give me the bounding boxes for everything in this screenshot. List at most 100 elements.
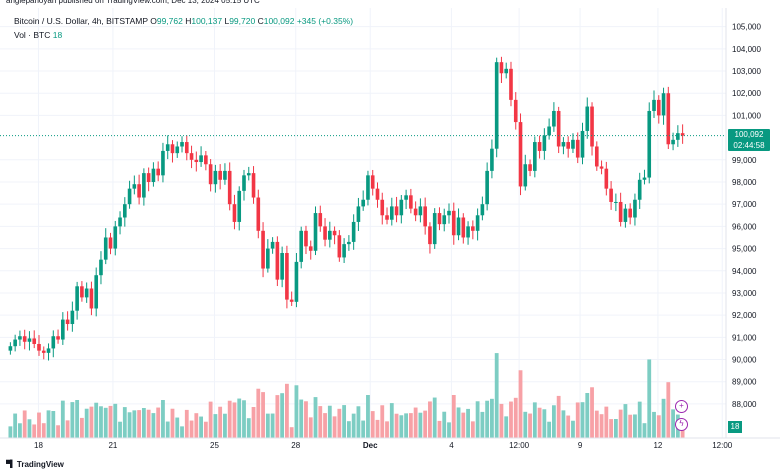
volume-bar bbox=[304, 401, 308, 438]
candle-body bbox=[647, 110, 652, 178]
candle-body bbox=[70, 310, 75, 325]
candle-body bbox=[580, 130, 585, 158]
candle-body bbox=[94, 275, 99, 309]
volume-bar bbox=[299, 399, 304, 438]
volume-bar bbox=[671, 409, 675, 438]
price-tick-label: 99,000 bbox=[732, 156, 757, 165]
volume-bar bbox=[323, 413, 327, 438]
volume-bar bbox=[70, 402, 75, 438]
volume-bar bbox=[84, 408, 89, 438]
volume-bar bbox=[218, 406, 223, 438]
candle-body bbox=[294, 261, 299, 302]
add-alert-icon[interactable]: + bbox=[675, 400, 688, 413]
volume-bar bbox=[575, 402, 580, 438]
price-tick-label: 98,000 bbox=[732, 178, 757, 187]
volume-bar bbox=[94, 402, 99, 438]
candle-body bbox=[165, 144, 170, 151]
open-label: O bbox=[150, 16, 157, 26]
volume-bar bbox=[308, 417, 313, 438]
volume-bar bbox=[542, 409, 547, 438]
volume-bar bbox=[118, 421, 122, 438]
candle-body bbox=[175, 146, 180, 154]
volume-bar bbox=[246, 418, 251, 438]
volume-bar bbox=[447, 422, 451, 438]
volume-bar bbox=[394, 413, 399, 438]
price-tick-label: 96,000 bbox=[732, 222, 757, 231]
price-axis[interactable]: 105,000 104,000 103,000 102,000 101,000 99,00… bbox=[732, 23, 761, 409]
volume-bar bbox=[413, 407, 418, 438]
candle-body bbox=[666, 93, 671, 145]
candle-body bbox=[304, 230, 308, 247]
candle-body bbox=[184, 142, 189, 154]
volume-bar bbox=[356, 406, 361, 438]
candle-body bbox=[180, 142, 184, 147]
volume-bar bbox=[537, 407, 542, 438]
candle-body bbox=[41, 350, 46, 353]
candle-body bbox=[227, 170, 232, 205]
candle-body bbox=[118, 217, 122, 227]
price-tick-label: 88,000 bbox=[732, 400, 757, 409]
price-tick-label: 103,000 bbox=[732, 67, 761, 76]
price-tick-label: 94,000 bbox=[732, 267, 757, 276]
volume-bar bbox=[27, 419, 32, 438]
candle-body bbox=[628, 208, 632, 218]
volume-bar bbox=[475, 401, 480, 438]
candle-body bbox=[194, 159, 199, 163]
candle-body bbox=[313, 213, 318, 251]
candle-body bbox=[285, 253, 289, 300]
volume-bar bbox=[99, 406, 103, 438]
price-tick-label: 97,000 bbox=[732, 200, 757, 209]
volume-bar bbox=[561, 410, 566, 438]
volume-bar bbox=[480, 411, 485, 438]
candle-body bbox=[461, 217, 466, 238]
volume-bar bbox=[633, 414, 637, 438]
candle-body bbox=[32, 338, 37, 344]
candles bbox=[8, 56, 685, 361]
candle-body bbox=[370, 175, 375, 189]
candle-body bbox=[108, 237, 113, 249]
volume-bar bbox=[642, 423, 647, 438]
volume-bar bbox=[666, 382, 671, 438]
volume-bar bbox=[51, 411, 56, 438]
volume-bar bbox=[594, 410, 599, 438]
volume-label[interactable]: Vol · BTC bbox=[14, 30, 51, 40]
volume-bar bbox=[509, 401, 513, 438]
volume-bar bbox=[318, 406, 323, 438]
volume-bar bbox=[175, 417, 180, 438]
high-label: H bbox=[185, 16, 192, 26]
volume-bar bbox=[89, 406, 94, 438]
volume-bar bbox=[275, 395, 280, 438]
candle-body bbox=[447, 210, 451, 216]
volume-bar bbox=[499, 403, 504, 438]
price-tick-label: 105,000 bbox=[732, 23, 761, 32]
candle-body bbox=[208, 164, 213, 185]
symbol-title[interactable]: Bitcoin / U.S. Dollar, 4h, BITSTAMP bbox=[14, 16, 148, 26]
candle-body bbox=[389, 206, 394, 220]
candle-body bbox=[75, 286, 79, 311]
candle-body bbox=[542, 135, 547, 151]
volume-bar bbox=[590, 387, 594, 438]
candle-body bbox=[142, 173, 146, 198]
low-value: 99,720 bbox=[229, 16, 256, 26]
footer-brand: ▀▌ TradingView bbox=[6, 460, 64, 469]
volume-bar bbox=[151, 413, 156, 438]
candle-body bbox=[161, 150, 165, 176]
volume-bar bbox=[165, 421, 170, 438]
volume-bar bbox=[294, 385, 299, 438]
volume-bar bbox=[647, 359, 652, 438]
volume-bar bbox=[585, 393, 590, 438]
close-value: 100,092 bbox=[263, 16, 295, 26]
volume-bar bbox=[256, 388, 261, 438]
price-tick-label: 92,000 bbox=[732, 311, 757, 320]
volume-bar bbox=[127, 412, 132, 438]
volume-bar bbox=[346, 421, 351, 438]
candle-body bbox=[27, 338, 32, 342]
candle-body bbox=[466, 226, 470, 238]
volume-bar bbox=[141, 408, 146, 438]
candle-body bbox=[332, 230, 337, 236]
time-axis[interactable]: 18 21 25 28 Dec 4 12:00 9 12 12:00 bbox=[34, 441, 733, 450]
lightning-icon[interactable]: ϟ bbox=[675, 418, 688, 431]
volume-bar bbox=[513, 397, 518, 438]
